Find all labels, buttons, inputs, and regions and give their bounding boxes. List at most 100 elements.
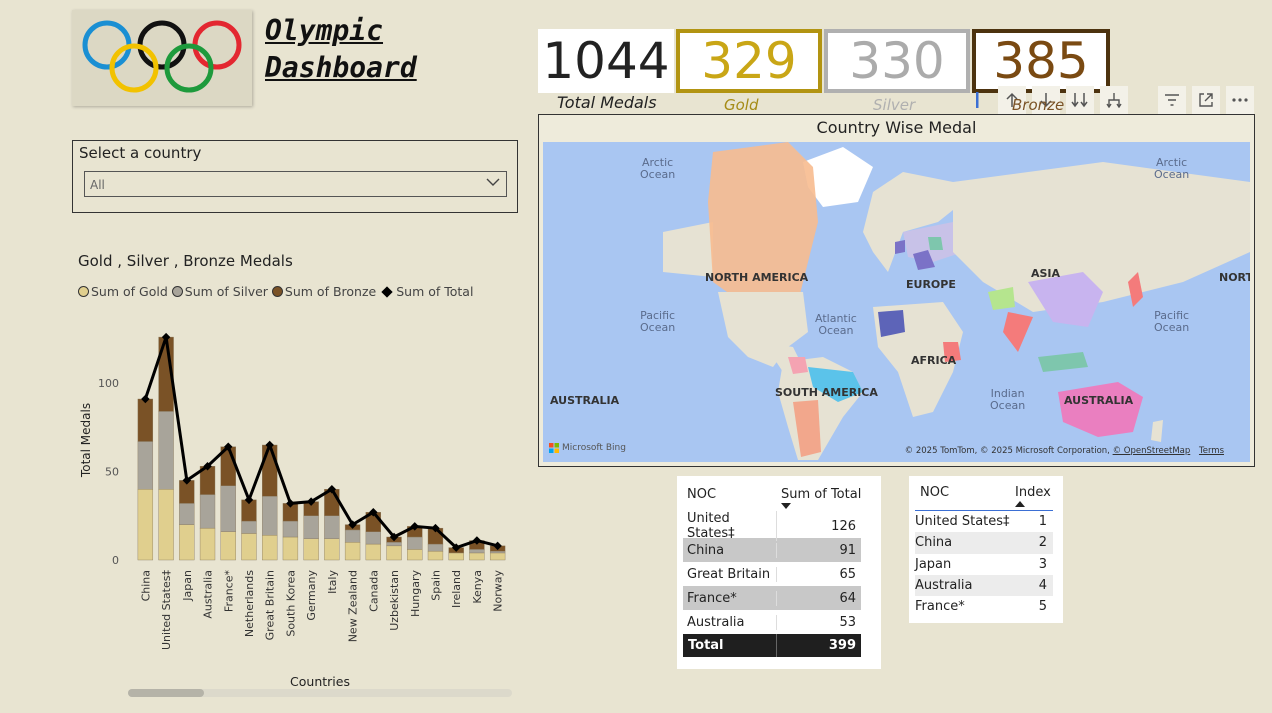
bronze-medals-card: 385 <box>972 29 1110 93</box>
bar-segment-sum-of-silver <box>262 496 278 536</box>
table-row[interactable]: China 91 <box>683 538 861 562</box>
total-point <box>389 532 399 542</box>
indonesia-region <box>1038 352 1088 372</box>
x-tick-label: Italy <box>326 570 339 594</box>
map-title: Country Wise Medal <box>816 118 977 137</box>
silver-label: Silver <box>873 96 916 114</box>
table-row[interactable]: Australia 4 <box>915 574 1053 597</box>
table-row[interactable]: China 2 <box>915 532 1053 554</box>
table-row[interactable]: United States‡ 126 <box>683 511 861 541</box>
y-tick-label: 0 <box>112 554 119 567</box>
legend-gold[interactable]: Sum of Gold <box>78 284 168 299</box>
noc-cell: United States‡ <box>915 514 1010 530</box>
chart-scrollbar-track[interactable] <box>128 689 512 697</box>
legend-silver[interactable]: Sum of Silver <box>171 284 268 299</box>
legend-bronze[interactable]: Sum of Bronze <box>271 284 376 299</box>
bar-segment-sum-of-gold <box>407 549 423 561</box>
microsoft-logo-icon <box>549 443 559 453</box>
table2-header-divider <box>915 510 1053 511</box>
bar-segment-sum-of-silver <box>469 549 485 554</box>
noc-cell: Great Britain <box>683 566 777 582</box>
table1-header-total[interactable]: Sum of Total <box>781 487 862 502</box>
bar-segment-sum-of-gold <box>303 538 319 561</box>
map-label-asia: ASIA <box>1031 267 1061 280</box>
table-row[interactable]: United States‡ 1 <box>915 511 1053 532</box>
bar-segment-sum-of-silver <box>386 542 402 547</box>
total-point <box>493 541 502 551</box>
noc-cell: France* <box>915 599 965 615</box>
bar-segment-sum-of-silver <box>282 520 299 538</box>
x-tick-label: Great Britain <box>264 570 277 640</box>
chart-scrollbar-thumb[interactable] <box>128 689 204 697</box>
total-point <box>472 536 482 545</box>
table-row[interactable]: France* 5 <box>915 596 1053 617</box>
map-label-north-cut: NORT <box>1219 271 1250 284</box>
drill-up-icon[interactable] <box>998 86 1026 114</box>
bar-segment-sum-of-silver <box>489 550 506 554</box>
table-row[interactable]: Japan 3 <box>915 554 1053 575</box>
total-medals-card: 1044 <box>538 29 674 93</box>
x-tick-label: Canada <box>367 570 380 612</box>
bing-logo: Microsoft Bing <box>549 443 626 453</box>
visual-header-toolbar <box>962 86 1254 114</box>
bar-segment-sum-of-gold <box>137 489 154 561</box>
toolbar-spacer <box>1134 86 1152 114</box>
legend-silver-marker <box>171 286 183 297</box>
x-tick-label: Uzbekistan <box>388 570 401 631</box>
bar-segment-sum-of-gold <box>448 552 464 561</box>
table1-header-noc[interactable]: NOC <box>687 487 717 502</box>
world-map-canvas <box>543 142 1250 462</box>
x-tick-label: South Korea <box>284 570 297 637</box>
osm-link[interactable]: © OpenStreetMap <box>1112 446 1191 456</box>
bronze-label: Bronze <box>1012 96 1065 114</box>
total-point <box>182 476 192 485</box>
x-tick-label: Netherlands <box>243 570 256 637</box>
country-dropdown[interactable]: All <box>84 171 507 197</box>
bar-segment-sum-of-gold <box>489 552 506 561</box>
europe-land <box>863 172 963 272</box>
chevron-down-icon <box>486 175 500 191</box>
bar-segment-sum-of-gold <box>282 536 299 561</box>
slicer-label: Select a country <box>79 144 202 162</box>
chart-title: Gold , Silver , Bronze Medals <box>78 252 293 270</box>
index-cell: 5 <box>1038 599 1047 615</box>
x-tick-label: Japan <box>181 570 194 602</box>
map-label-arctic-right: Arctic Ocean <box>1154 156 1190 181</box>
legend-gold-label: Sum of Gold <box>91 284 168 299</box>
more-options-icon[interactable] <box>1226 86 1254 114</box>
total-point <box>161 332 171 342</box>
japan-region <box>1128 272 1143 307</box>
total-cell: 64 <box>839 590 856 606</box>
x-tick-label: Hungary <box>409 570 422 617</box>
focus-mode-icon[interactable] <box>1192 86 1220 114</box>
visual-focus-icon[interactable] <box>962 86 992 114</box>
total-point <box>327 484 337 494</box>
table2-header-index[interactable]: Index <box>1015 485 1051 500</box>
index-cell: 2 <box>1038 535 1047 551</box>
drill-down-icon[interactable] <box>1032 86 1060 114</box>
terms-link[interactable]: Terms <box>1198 446 1224 456</box>
alaska <box>663 222 713 277</box>
filter-icon[interactable] <box>1158 86 1186 114</box>
bar-segment-sum-of-gold <box>365 543 381 561</box>
country-map-visual: Country Wise Medal <box>538 114 1255 467</box>
map-label-africa: AFRICA <box>911 354 957 367</box>
noc-cell: China <box>683 542 777 558</box>
brazil-region <box>808 367 863 402</box>
bar-segment-sum-of-gold <box>344 542 361 561</box>
expand-all-icon[interactable] <box>1066 86 1094 114</box>
bar-segment-sum-of-gold <box>199 527 216 561</box>
world-map[interactable]: Arctic Ocean Arctic Ocean NORTH AMERICA … <box>543 142 1250 462</box>
total-medals-value: 1044 <box>542 32 670 90</box>
expand-hierarchy-icon[interactable] <box>1100 86 1128 114</box>
table-row[interactable]: Great Britain 65 <box>683 562 861 586</box>
total-point <box>369 507 378 517</box>
map-label-australia-left: AUSTRALIA <box>550 394 620 407</box>
total-cell: 65 <box>839 566 856 582</box>
x-axis-label: Countries <box>290 674 350 689</box>
table2-header-noc[interactable]: NOC <box>920 485 950 500</box>
greenland <box>803 147 873 207</box>
table-row[interactable]: France* 64 <box>683 586 861 610</box>
legend-total[interactable]: Sum of Total <box>380 284 473 299</box>
table-row[interactable]: Australia 53 <box>683 610 861 634</box>
